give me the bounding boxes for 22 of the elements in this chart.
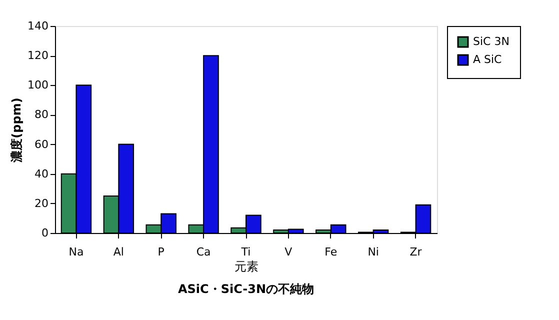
x-tick-label: Fe [324,246,338,258]
legend-label: A SiC [473,53,502,66]
x-tick-label: P [158,246,165,258]
y-tick-label: 80 [34,108,48,122]
y-tick-label: 20 [34,196,48,210]
x-tick-label: Ni [368,246,379,258]
x-tick-label: Zr [410,246,422,258]
text: ASiC・SiC-3Nの不純物 [178,282,314,296]
x-tick-label: Ti [240,246,251,258]
y-tick-label: 100 [28,78,48,92]
y-axis-title: 濃度(ppm) [10,98,24,164]
x-tick-label: V [284,246,293,258]
y-tick-label: 60 [34,138,48,151]
y-tick-label: 40 [34,167,48,180]
x-axis-title: 元素 [234,260,258,274]
x-tick-label: Al [113,246,124,258]
y-tick-label: 140 [28,20,48,32]
x-tick-label: Na [68,246,84,258]
y-tick-label: 0 [42,226,48,240]
y-tick-label: 120 [28,49,48,62]
legend-label: SiC 3N [473,35,510,48]
x-tick-label: Ca [196,246,211,258]
